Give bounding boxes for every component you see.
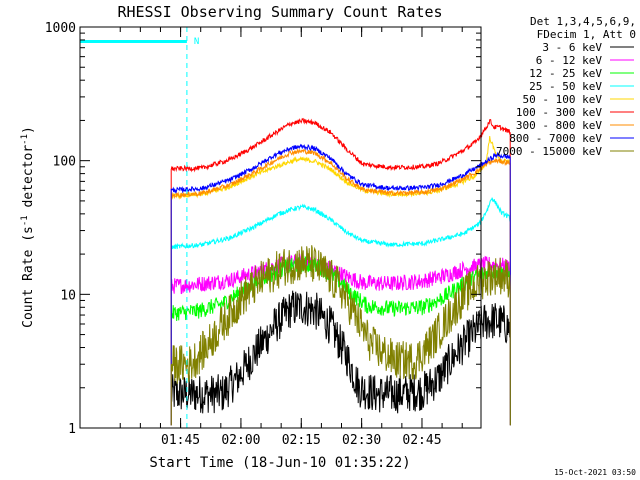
legend-label-6: 100 - 300 keV: [516, 106, 602, 119]
x-tick-label-2: 02:00: [221, 433, 260, 448]
x-tick-label-4: 02:30: [342, 433, 381, 448]
series-line-8: [170, 143, 511, 426]
y-label-part2: detector: [21, 145, 36, 216]
series-line-2: [170, 253, 511, 426]
y-tick-label-1: 1: [68, 422, 76, 437]
y-label-exp2: -1: [20, 134, 30, 145]
x-tick-label-5: 02:45: [402, 433, 441, 448]
plot-frame: [79, 26, 482, 429]
series-line-7: [170, 148, 511, 426]
y-tick-label-2: 10: [60, 288, 76, 303]
night-bar-1: [80, 40, 187, 43]
legend-label-7: 300 - 800 keV: [516, 119, 602, 132]
y-tick-label-4: 1000: [45, 21, 76, 36]
series-line-3: [170, 255, 511, 426]
annotation-layer: N: [80, 27, 199, 428]
legend-header-line2: FDecim 1, Att 0: [537, 28, 636, 41]
y-label-exp1: -1: [20, 215, 30, 226]
night-label: N: [194, 37, 199, 47]
legend-label-2: 6 - 12 keV: [536, 54, 603, 67]
legend-label-4: 25 - 50 keV: [529, 80, 602, 93]
legend-label-5: 50 - 100 keV: [523, 93, 603, 106]
axis-layer: 1 10 100 1000 01:45 02:00 02:15 02:30 02:45: [45, 21, 481, 448]
legend-label-8: 800 - 7000 keV: [509, 132, 602, 145]
series-layer: [170, 117, 511, 426]
legend-header-line1: Det 1,3,4,5,6,9,: [530, 15, 636, 28]
legend-label-9: 7000 - 15000 keV: [496, 145, 602, 158]
legend-label-1: 3 - 6 keV: [542, 41, 602, 54]
x-axis-label: Start Time (18-Jun-10 01:35:22): [149, 455, 410, 471]
x-tick-label-3: 02:15: [282, 433, 321, 448]
series-line-1: [170, 290, 511, 426]
x-tick-label-1: 01:45: [161, 433, 200, 448]
legend-label-3: 12 - 25 keV: [529, 67, 602, 80]
y-label-part1: Count Rate (s: [21, 226, 36, 328]
y-tick-label-3: 100: [53, 155, 76, 170]
series-line-4: [170, 197, 511, 426]
y-axis-label: Count Rate (s-1 detector-1): [20, 126, 36, 328]
y-label-part3: ): [21, 126, 36, 134]
timestamp: 15-Oct-2021 03:50: [554, 468, 636, 477]
chart-title: RHESSI Observing Summary Count Rates: [117, 3, 442, 21]
series-line-5: [170, 136, 511, 426]
series-line-9: [170, 245, 511, 426]
series-line-6: [170, 117, 511, 426]
